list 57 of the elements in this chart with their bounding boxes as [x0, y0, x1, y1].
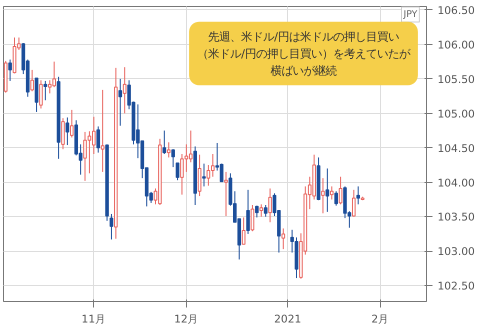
y-tick-label: 103.50 — [438, 210, 476, 224]
candlestick — [202, 163, 206, 187]
candlestick — [30, 69, 34, 92]
candlestick — [220, 163, 224, 182]
x-tick-label: 12月 — [174, 312, 199, 326]
candlestick — [246, 189, 250, 234]
y-tick-label: 106.50 — [438, 4, 476, 17]
candlestick — [122, 66, 126, 114]
candlestick — [180, 154, 184, 196]
candlestick — [250, 204, 254, 232]
candlestick — [70, 109, 74, 138]
x-tick-label: 11月 — [82, 312, 106, 326]
candlestick — [210, 154, 215, 178]
y-axis-title: JPY — [402, 9, 418, 20]
candlestick — [176, 162, 180, 181]
candlestick — [206, 164, 210, 186]
candlestick — [264, 204, 268, 218]
candlestick — [96, 126, 100, 154]
candlestick — [166, 142, 171, 158]
candlestick — [44, 80, 48, 101]
y-tick-label: 104.50 — [438, 142, 476, 155]
candlestick — [52, 61, 56, 88]
candlestick — [100, 89, 104, 172]
candlestick — [338, 176, 342, 205]
candlestick — [8, 59, 12, 82]
candlestick — [334, 190, 338, 206]
candlestick — [255, 205, 259, 218]
x-tick-label: 2021 — [274, 312, 302, 326]
candlestick — [171, 148, 175, 168]
candlestick — [356, 186, 360, 205]
candlestick — [224, 171, 228, 217]
candlestick — [242, 216, 246, 245]
y-tick-label: 104.00 — [438, 176, 476, 190]
candlestick — [110, 213, 114, 240]
annotation: 先週、米ドル/円は米ドルの押し目買い（米ドル/円の押し目買い）を考えていたが横ばいが継続 — [197, 30, 411, 78]
candlestick — [268, 188, 272, 223]
y-tick-label: 105.50 — [438, 72, 476, 86]
candlestick — [352, 189, 356, 218]
candlestick — [61, 118, 65, 150]
x-tick-label: 2月 — [371, 312, 390, 326]
candlestick — [259, 204, 264, 218]
y-tick-label: 103.00 — [438, 245, 476, 258]
candlestick — [66, 116, 70, 146]
candlestick — [281, 228, 286, 250]
candlestick — [118, 78, 122, 126]
candlestick — [188, 130, 193, 163]
candlestick — [162, 130, 166, 154]
candlestick — [48, 80, 52, 94]
candlestick — [330, 186, 334, 200]
y-tick-label: 102.50 — [438, 280, 476, 293]
candlestick — [198, 154, 202, 197]
y-tick-label: 106.00 — [438, 38, 476, 52]
candlestick — [39, 80, 43, 110]
candlestick — [326, 168, 330, 212]
candlestick — [83, 131, 87, 182]
candlestick — [321, 178, 325, 214]
y-tick-label: 105.00 — [438, 107, 476, 120]
